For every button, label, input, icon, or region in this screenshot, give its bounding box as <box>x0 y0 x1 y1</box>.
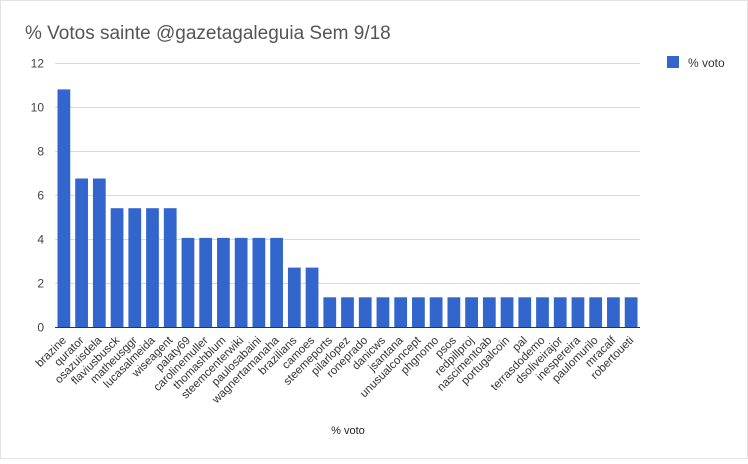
y-tick-label: 12 <box>31 57 45 71</box>
gridlines <box>55 63 640 284</box>
bar[interactable] <box>181 237 195 327</box>
bar[interactable] <box>199 237 213 327</box>
bar[interactable] <box>57 89 71 328</box>
bar[interactable] <box>536 297 549 327</box>
bar[interactable] <box>287 267 301 327</box>
bar[interactable] <box>358 297 372 327</box>
legend-label: % voto <box>688 56 725 70</box>
bar[interactable] <box>518 297 532 327</box>
bar[interactable] <box>553 297 567 327</box>
bar[interactable] <box>500 297 514 327</box>
legend-swatch <box>667 56 679 68</box>
bars <box>57 89 638 328</box>
y-axis-ticks: 0 2 4 6 8 10 12 <box>31 57 45 335</box>
y-tick-label: 2 <box>37 277 44 291</box>
bar[interactable] <box>482 297 496 327</box>
bar[interactable] <box>128 208 142 327</box>
y-tick-label: 10 <box>31 101 45 115</box>
bar[interactable] <box>376 297 390 327</box>
bar[interactable] <box>110 208 124 327</box>
y-tick-label: 4 <box>37 233 44 247</box>
bar[interactable] <box>589 297 603 327</box>
bar[interactable] <box>75 178 88 328</box>
legend[interactable]: % voto <box>667 56 725 70</box>
bar[interactable] <box>92 178 106 328</box>
bar[interactable] <box>607 297 620 327</box>
chart-title: % Votos sainte @gazetagaleguia Sem 9/18 <box>25 23 391 44</box>
bar[interactable] <box>394 297 408 327</box>
x-axis-title: % voto <box>331 425 365 437</box>
bar[interactable] <box>252 237 266 327</box>
bar[interactable] <box>305 267 319 327</box>
bar[interactable] <box>465 297 478 327</box>
bar[interactable] <box>429 297 443 327</box>
bar[interactable] <box>571 297 585 327</box>
bar[interactable] <box>341 297 354 327</box>
x-axis-ticks: brazinequratorosazuisdelaflaviusbusckmat… <box>34 334 636 407</box>
y-tick-label: 0 <box>37 321 44 335</box>
bar[interactable] <box>217 237 230 327</box>
bar[interactable] <box>234 237 248 327</box>
bar[interactable] <box>270 237 283 327</box>
bar[interactable] <box>146 208 159 327</box>
bar[interactable] <box>323 297 337 327</box>
bar[interactable] <box>412 297 425 327</box>
y-tick-label: 8 <box>37 145 44 159</box>
bar[interactable] <box>163 208 177 327</box>
bar[interactable] <box>447 297 461 327</box>
y-tick-label: 6 <box>37 189 44 203</box>
bar[interactable] <box>624 297 638 327</box>
